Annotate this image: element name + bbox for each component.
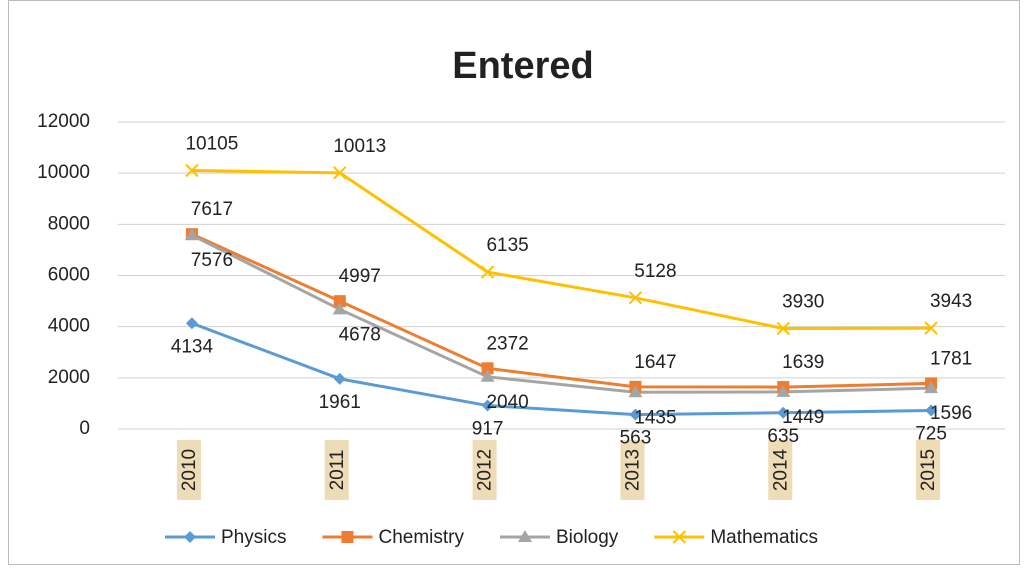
data-label: 4678 [339, 324, 381, 345]
legend-label: Biology [556, 527, 619, 548]
marker [672, 530, 687, 544]
marker [517, 530, 532, 542]
y-tick-label: 2000 [48, 367, 90, 388]
series-line [191, 232, 932, 389]
marker [481, 399, 494, 412]
y-tick-label: 8000 [48, 213, 90, 234]
x-tick-bg [916, 440, 941, 500]
marker [776, 321, 790, 336]
x-tick-label: 2015 [918, 449, 939, 491]
y-tick-label: 0 [79, 418, 90, 439]
marker [925, 404, 938, 417]
series-line [191, 168, 932, 330]
x-tick-group: 2013 [620, 440, 645, 500]
marker [341, 531, 354, 543]
data-label: 3930 [782, 291, 824, 312]
x-tick-bg [620, 440, 645, 500]
legend-item: Mathematics [654, 527, 818, 548]
marker [628, 385, 643, 398]
x-tick-group: 2012 [472, 440, 497, 500]
data-label: 2372 [486, 333, 528, 354]
marker [184, 531, 196, 543]
legend-item: Biology [499, 527, 619, 548]
x-tick-label: 2012 [475, 449, 496, 491]
legend-label: Mathematics [710, 527, 818, 548]
x-tick-bg [472, 440, 497, 500]
marker [628, 291, 643, 305]
marker [184, 228, 199, 241]
marker [480, 265, 495, 279]
marker [924, 321, 938, 335]
data-label: 10013 [333, 136, 386, 157]
legend-label: Physics [221, 527, 286, 548]
y-tick-label: 12000 [37, 111, 90, 132]
legend-item: Chemistry [322, 527, 464, 548]
data-label: 1435 [634, 407, 676, 428]
legend-item: Physics [165, 527, 286, 548]
series-line [191, 321, 932, 417]
x-tick-bg [176, 440, 201, 500]
data-label: 1596 [930, 403, 972, 424]
marker [333, 295, 346, 308]
series-line [191, 233, 932, 394]
marker [777, 406, 790, 419]
data-label: 917 [472, 419, 504, 440]
data-label: 7576 [191, 250, 233, 271]
data-label: 3943 [930, 291, 972, 312]
data-label: 635 [767, 426, 799, 447]
x-tick-label: 2011 [327, 450, 348, 491]
x-tick-bg [324, 440, 349, 500]
data-label: 1647 [634, 352, 676, 373]
x-tick-group: 2015 [916, 440, 941, 500]
data-label: 725 [915, 423, 947, 444]
y-tick-label: 10000 [37, 162, 90, 183]
data-label: 5128 [634, 261, 676, 282]
data-label: 4134 [171, 336, 214, 357]
marker [185, 163, 199, 178]
data-label: 2040 [486, 392, 528, 413]
data-label: 1449 [782, 407, 824, 428]
x-tick-label: 2013 [622, 449, 643, 491]
data-label: 1961 [319, 392, 361, 413]
marker [776, 384, 791, 397]
x-tick-bg [768, 440, 793, 500]
x-tick-group: 2011 [324, 440, 349, 500]
data-label: 6135 [486, 235, 528, 256]
data-label: 10105 [185, 133, 238, 154]
marker [333, 166, 347, 180]
y-tick-label: 4000 [48, 316, 90, 337]
data-label: 7617 [191, 199, 233, 220]
x-tick-label: 2010 [179, 449, 200, 491]
x-tick-label: 2014 [770, 448, 791, 491]
marker [629, 408, 642, 421]
data-label: 563 [620, 428, 652, 449]
marker [333, 372, 346, 385]
chart-title: Entered [452, 45, 593, 87]
marker [332, 302, 347, 315]
marker [480, 369, 495, 382]
data-label: 1781 [930, 348, 972, 369]
marker [185, 317, 198, 330]
y-tick-label: 6000 [48, 265, 90, 286]
marker [481, 362, 494, 375]
data-label: 4997 [339, 266, 381, 287]
legend-label: Chemistry [378, 527, 464, 548]
data-label: 1639 [782, 352, 824, 373]
x-tick-group: 2010 [176, 440, 201, 500]
x-tick-group: 2014 [768, 440, 793, 500]
marker [924, 381, 939, 394]
